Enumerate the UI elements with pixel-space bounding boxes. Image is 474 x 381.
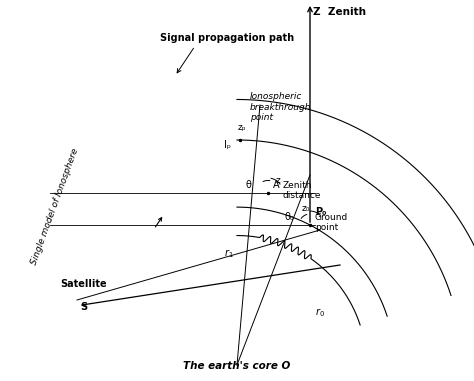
- Text: z₀: z₀: [302, 204, 310, 213]
- Text: θ: θ: [246, 180, 252, 190]
- Text: $r_1$: $r_1$: [224, 247, 233, 260]
- Text: The earth's core O: The earth's core O: [183, 361, 291, 371]
- Text: A: A: [273, 180, 280, 190]
- Text: Zenith
distance: Zenith distance: [283, 181, 321, 200]
- Text: Ionospheric
breakthrough
point: Ionospheric breakthrough point: [250, 92, 311, 122]
- Text: zₚ: zₚ: [238, 123, 246, 132]
- Text: Signal propagation path: Signal propagation path: [160, 33, 294, 43]
- Text: Z  Zenith: Z Zenith: [313, 7, 366, 17]
- Text: $r_0$: $r_0$: [315, 306, 325, 319]
- Text: Ground
point: Ground point: [315, 213, 348, 232]
- Text: θ₀: θ₀: [285, 212, 295, 222]
- Text: P₀: P₀: [315, 207, 327, 217]
- Text: S: S: [80, 302, 87, 312]
- Text: z: z: [276, 176, 281, 185]
- Text: Iₚ: Iₚ: [224, 140, 231, 150]
- Text: Satellite: Satellite: [60, 279, 107, 289]
- Text: Single model of Ionosphere: Single model of Ionosphere: [30, 146, 80, 266]
